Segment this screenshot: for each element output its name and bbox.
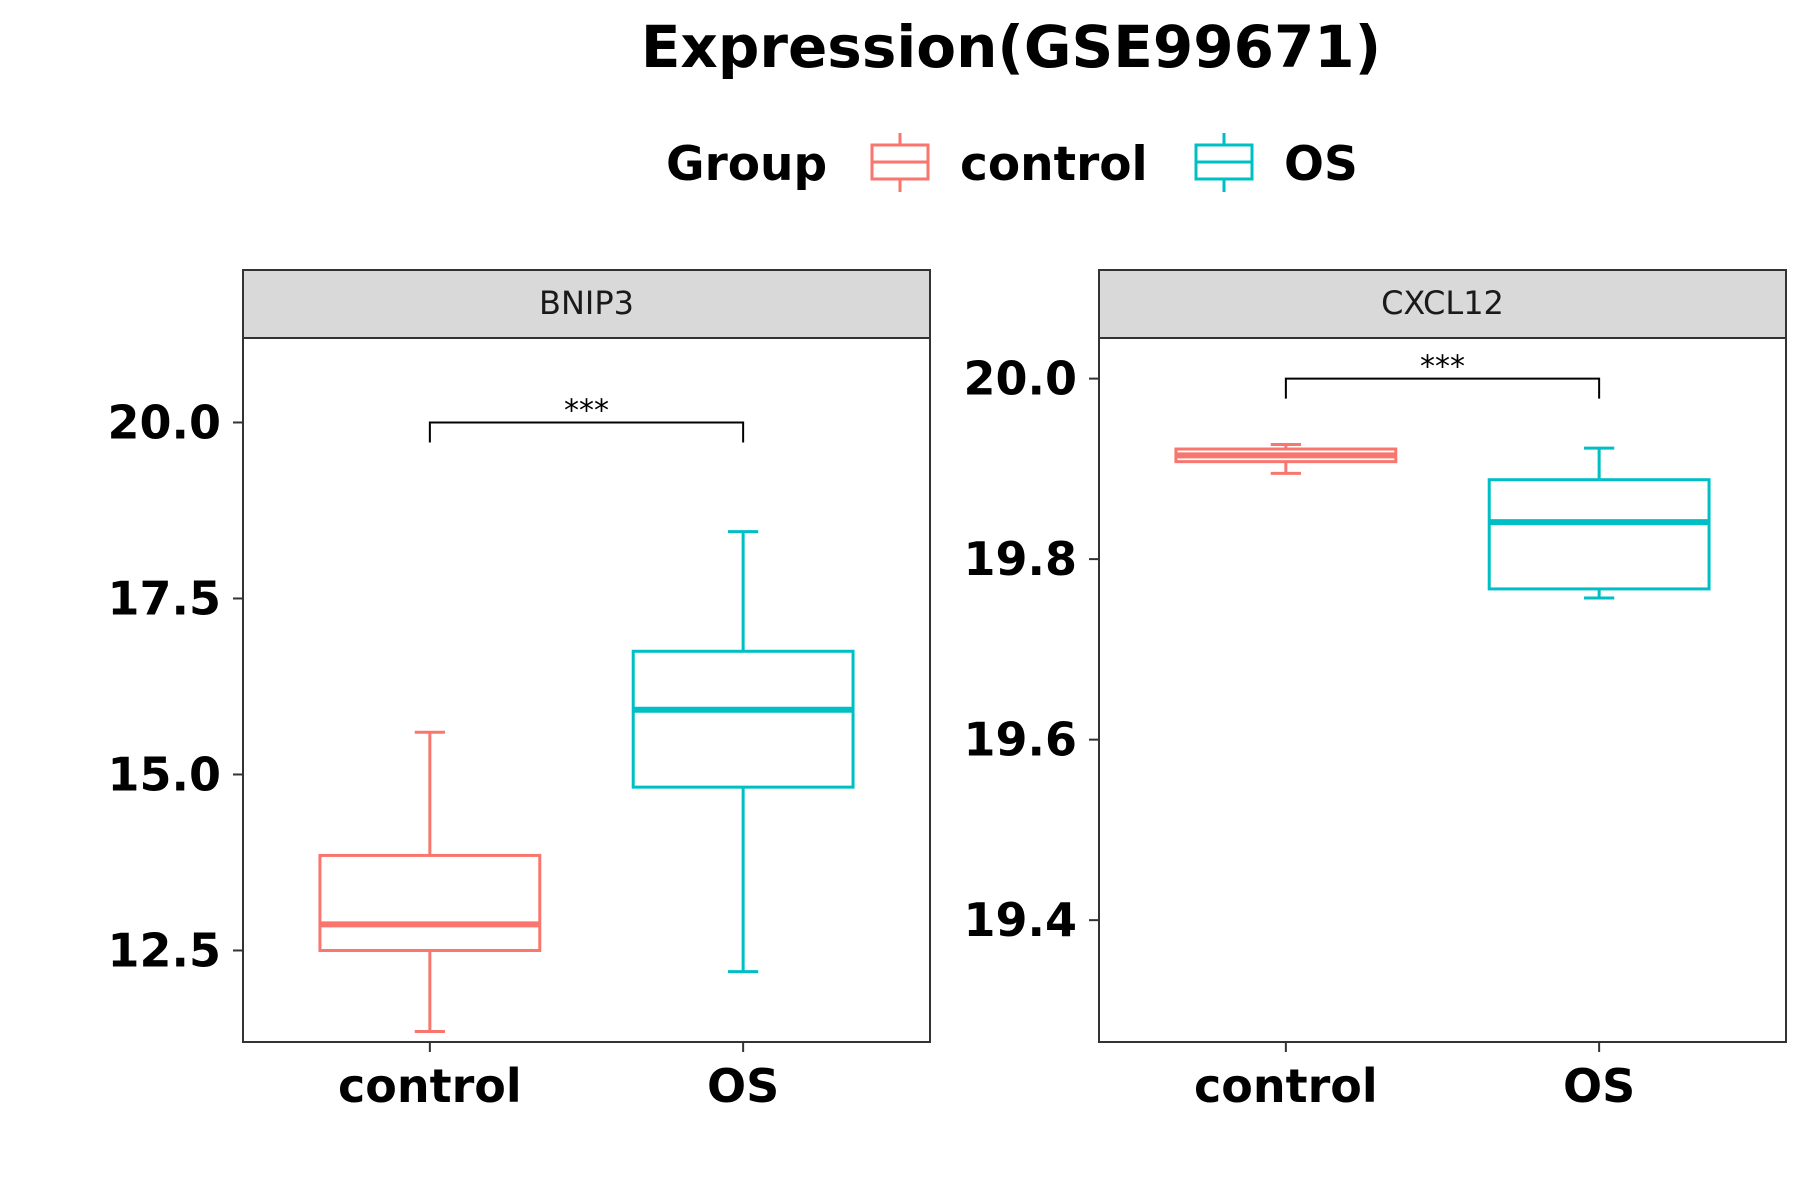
panel-cxcl12: CXCL12 19.4 19.6 19.8 20.0 control OS *** [964, 269, 1787, 1113]
box-control [1174, 443, 1398, 475]
y-tick-label: 19.8 [964, 532, 1078, 586]
y-tick-label: 12.5 [108, 923, 222, 977]
y-tick-label: 17.5 [108, 571, 222, 625]
x-tick-label-control: control [1194, 1059, 1378, 1113]
panel-border [1098, 337, 1787, 1043]
y-tick-label: 19.6 [964, 713, 1078, 767]
y-tick-label: 20.0 [964, 352, 1078, 406]
strip-label: BNIP3 [539, 284, 634, 322]
facet-panels: BNIP3 12.5 15.0 17.5 20.0 control OS *** CXCL12 1… [108, 269, 1787, 1113]
strip-background [1098, 269, 1787, 339]
box-body [1487, 478, 1711, 591]
box-body [318, 853, 542, 952]
box-os [631, 530, 855, 974]
significance-label: *** [564, 393, 609, 428]
box-os [1487, 446, 1711, 600]
significance-bracket: *** [1284, 350, 1601, 399]
legend-label-os: OS [1284, 137, 1358, 192]
legend: Group control OS [666, 133, 1358, 192]
x-tick-label-os: OS [707, 1059, 779, 1113]
box-control [318, 730, 542, 1033]
strip-label: CXCL12 [1381, 284, 1504, 322]
significance-bracket: *** [428, 393, 745, 443]
legend-key-control [870, 133, 930, 192]
panel-bnip3: BNIP3 12.5 15.0 17.5 20.0 control OS *** [108, 269, 931, 1113]
significance-label: *** [1420, 350, 1465, 385]
strip-background [242, 269, 931, 339]
legend-title: Group [666, 137, 827, 192]
y-tick-label: 19.4 [964, 893, 1078, 947]
panel-border [242, 337, 931, 1043]
y-tick-label: 15.0 [108, 747, 222, 801]
box-body [631, 649, 855, 789]
legend-key-os [1194, 133, 1254, 192]
x-tick-label-control: control [338, 1059, 522, 1113]
legend-label-control: control [960, 137, 1148, 192]
y-tick-label: 20.0 [108, 395, 222, 449]
chart-title: Expression(GSE99671) [641, 13, 1381, 81]
x-tick-label-os: OS [1563, 1059, 1635, 1113]
